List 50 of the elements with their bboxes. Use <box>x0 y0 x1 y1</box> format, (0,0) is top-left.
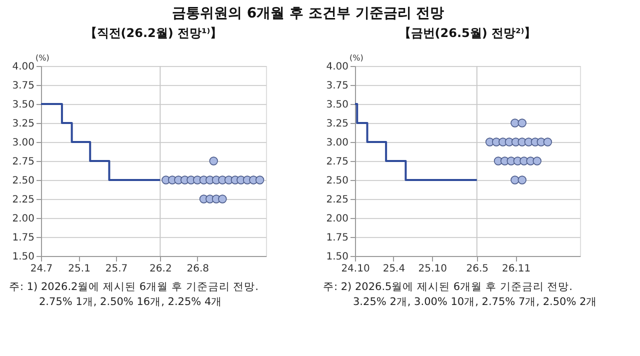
y-tick-label: 2.50 <box>326 176 348 186</box>
y-tick-label: 4.00 <box>326 62 348 72</box>
y-tick-label: 3.50 <box>326 100 348 110</box>
point <box>218 194 227 204</box>
point <box>256 176 264 184</box>
x-tick-label: 26.5 <box>466 264 489 274</box>
text: 2.75% 1개, 2.50% 16개, 2.25% 4개 <box>39 296 222 308</box>
y-tick-label: 3.75 <box>326 80 348 92</box>
x-tick-label: 25.1 <box>68 264 90 274</box>
point <box>510 118 520 128</box>
y-tick-label: 1.75 <box>12 232 34 244</box>
y-tick-label: 2.00 <box>326 214 348 224</box>
y-tick-label: 3.00 <box>326 138 348 148</box>
x-tick-label: 25.10 <box>418 264 447 274</box>
y-tick-label: 1.50 <box>12 252 34 262</box>
point <box>510 176 520 184</box>
y-tick-label: 2.75 <box>326 156 348 168</box>
y-tick-label: 2.00 <box>12 214 34 224</box>
y-tick-label: 1.75 <box>326 232 348 244</box>
x-tick-label: 26.2 <box>150 264 172 274</box>
y-tick-label: 3.25 <box>326 118 348 130</box>
x-tick-label: 26.8 <box>186 264 210 274</box>
point <box>518 118 526 128</box>
y-tick-label: 3.25 <box>12 118 34 130</box>
text: 금통위원의 6개월 후 조건부 기준금리 전망 <box>172 6 444 22</box>
y-tick-label: 3.75 <box>12 80 34 92</box>
y-tick-label: 4.00 <box>12 62 34 72</box>
chart-subtitle: 【직전(26.2월) 전망¹⁾】 <box>84 26 222 40</box>
y-tick-label: 2.25 <box>326 194 348 206</box>
chart-subtitle: 【금번(26.5월) 전망²⁾】 <box>398 26 536 40</box>
point <box>532 156 542 166</box>
y-tick-label: 2.50 <box>12 176 34 186</box>
y-tick-label: 2.25 <box>12 194 34 206</box>
y-tick-label: 3.50 <box>12 100 34 110</box>
x-tick-label: 26.11 <box>502 264 531 274</box>
y-tick-label: 3.00 <box>12 138 34 148</box>
x-tick-label: 24.7 <box>30 264 53 274</box>
y-tick-label: 1.50 <box>326 252 348 262</box>
point <box>518 176 526 184</box>
x-tick-label: 25.7 <box>105 264 128 274</box>
point <box>209 156 218 166</box>
y-axis-title: (%) <box>36 54 50 62</box>
y-axis-title: (%) <box>350 54 364 62</box>
text: 주: 2) 2026.5월에 제시된 6개월 후 기준금리 전망. <box>323 281 572 293</box>
x-tick-label: 25.4 <box>382 264 406 274</box>
text: 주: 1) 2026.2월에 제시된 6개월 후 기준금리 전망. <box>9 281 258 293</box>
text: 3.25% 2개, 3.00% 10개, 2.75% 7개, 2.50% 2개 <box>353 296 598 308</box>
point <box>543 138 552 146</box>
y-tick-label: 2.75 <box>12 156 34 168</box>
x-tick-label: 24.10 <box>341 264 370 274</box>
